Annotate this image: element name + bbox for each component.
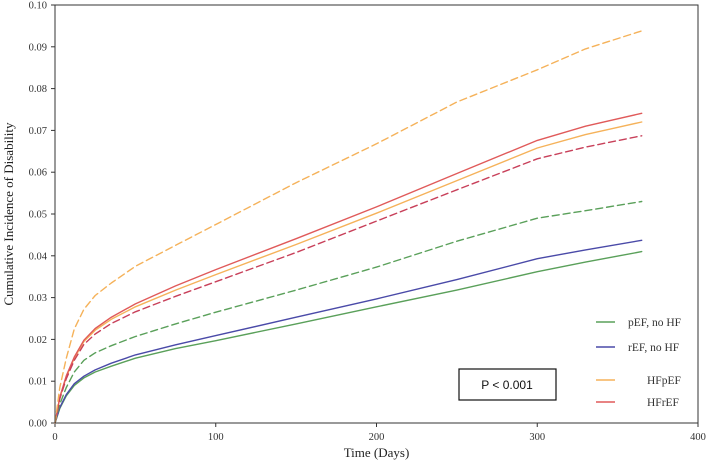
y-tick-label: 0.07 bbox=[29, 126, 47, 137]
series-line-dashed-5 bbox=[54, 135, 643, 424]
y-tick-label: 0.04 bbox=[29, 251, 48, 262]
series-line-ref-no-hf bbox=[54, 239, 643, 424]
y-tick-label: 0.02 bbox=[29, 335, 47, 346]
series-line-dashed-4 bbox=[54, 200, 643, 424]
series-line-hfref bbox=[54, 112, 643, 424]
x-axis-title: Time (Days) bbox=[344, 445, 410, 460]
legend-label: HFpEF bbox=[647, 375, 681, 387]
series-line-pef-no-hf bbox=[54, 250, 643, 424]
legend: pEF, no HF rEF, no HF HFpEF HFrEF bbox=[596, 317, 681, 409]
y-tick-label: 0.09 bbox=[29, 42, 47, 53]
x-tick-label: 0 bbox=[52, 432, 57, 443]
y-tick-label: 0.05 bbox=[29, 210, 47, 221]
y-tick-label: 0.01 bbox=[29, 377, 47, 388]
plot-frame bbox=[54, 4, 699, 424]
y-axis: 0.00 0.01 0.02 0.03 0.04 0.05 0.06 0.07 0.08 0.09… bbox=[29, 1, 55, 430]
p-value-box: P < 0.001 bbox=[458, 368, 557, 401]
y-tick-label: 0.03 bbox=[29, 293, 47, 304]
y-tick-label: 0.00 bbox=[29, 419, 47, 430]
y-axis-title: Cumulative Incidence of Disability bbox=[1, 122, 16, 306]
p-value-box-frame bbox=[458, 368, 557, 401]
x-tick-label: 100 bbox=[208, 432, 224, 443]
y-tick-label: 0.06 bbox=[29, 168, 47, 179]
x-tick-label: 400 bbox=[690, 432, 706, 443]
p-value-label: P < 0.001 bbox=[481, 378, 533, 392]
x-tick-label: 300 bbox=[529, 432, 545, 443]
legend-label: rEF, no HF bbox=[628, 342, 679, 354]
y-tick-label: 0.08 bbox=[29, 84, 47, 95]
x-tick-label: 200 bbox=[369, 432, 385, 443]
series-line-dashed-6 bbox=[54, 30, 643, 424]
legend-label: HFrEF bbox=[647, 397, 679, 409]
series-lines bbox=[54, 30, 643, 424]
x-axis: 0 100 200 300 400 bbox=[52, 423, 706, 443]
legend-label: pEF, no HF bbox=[628, 317, 681, 329]
y-tick-label: 0.10 bbox=[29, 1, 47, 12]
